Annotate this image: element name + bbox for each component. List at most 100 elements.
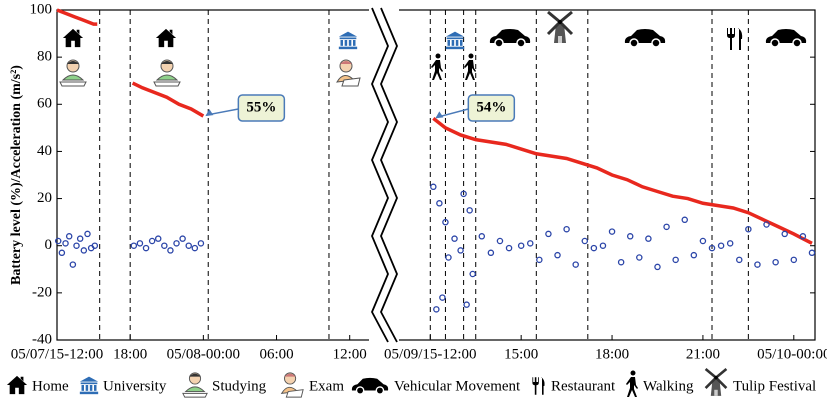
acceleration-point <box>505 244 513 252</box>
acceleration-point <box>599 242 607 249</box>
university-icon <box>445 31 465 50</box>
x-tick-label: 18:00 <box>595 346 629 362</box>
legend-label: University <box>103 378 167 394</box>
acceleration-point <box>536 256 543 264</box>
x-tick-label: 05/09/15-12:00 <box>384 346 477 362</box>
x-tick-label: 05/10-00:00 <box>757 346 827 362</box>
acceleration-point <box>191 244 199 252</box>
legend-label: Home <box>32 378 69 394</box>
legend-label: Studying <box>212 378 267 394</box>
car-icon <box>765 28 807 48</box>
plot-area: -40 -20 0 20 40 60 80 100 05/07/15-12:00 18:00 05/… <box>11 1 827 362</box>
legend-icon <box>79 376 99 395</box>
acceleration-point <box>65 233 73 240</box>
event-icons <box>59 10 807 87</box>
university-icon <box>338 31 358 50</box>
acceleration-point <box>54 237 62 245</box>
acceleration-point <box>772 258 779 266</box>
acceleration-point <box>654 263 661 271</box>
acceleration-point <box>681 216 688 224</box>
legend-label: Vehicular Movement <box>394 378 521 394</box>
acceleration-point <box>154 235 162 242</box>
acceleration-point <box>478 233 486 240</box>
legend-icon <box>6 375 28 395</box>
legend-label: Exam <box>309 378 344 394</box>
acceleration-point <box>148 237 156 245</box>
battery-line <box>432 117 813 245</box>
y-axis-label: Battery level (%)/Acceleration (m/s²) <box>9 65 24 285</box>
acceleration-point <box>754 261 761 268</box>
plot-frame <box>56 9 816 341</box>
acceleration-point <box>58 249 66 257</box>
arrow-head <box>205 109 214 117</box>
home-icon <box>155 28 177 48</box>
acceleration-point <box>142 244 150 252</box>
y-tick-label: -40 <box>32 331 52 347</box>
acceleration-point <box>763 221 770 228</box>
y-tick-label: 20 <box>37 190 52 206</box>
acceleration-point <box>708 244 716 252</box>
windmill-icon <box>546 10 574 44</box>
y-tick-label: 100 <box>30 1 53 17</box>
acceleration-point <box>433 306 440 313</box>
acceleration-point <box>457 247 464 254</box>
acceleration-point <box>91 242 99 249</box>
acceleration-point <box>197 240 205 247</box>
acceleration-point <box>736 256 743 264</box>
acceleration-point <box>84 230 91 238</box>
y-tick-label: 80 <box>37 49 52 65</box>
acceleration-point <box>161 242 168 249</box>
acceleration-point <box>69 261 77 268</box>
annotation-label: 54% <box>476 99 506 115</box>
acceleration-point <box>699 237 707 245</box>
axis-break-gap <box>369 8 399 342</box>
axis-break <box>371 7 389 343</box>
x-tick-label: 12:00 <box>333 346 367 362</box>
acceleration-point <box>572 261 579 268</box>
acceleration-point <box>545 230 552 238</box>
legend-icon <box>281 372 304 398</box>
axis-break <box>380 7 398 343</box>
annotation-box <box>237 94 286 122</box>
annotation-box <box>467 94 516 122</box>
home-icon <box>62 28 84 48</box>
x-tick-label: 21:00 <box>686 346 720 362</box>
acceleration-point <box>617 258 625 266</box>
y-tick-label: 40 <box>37 143 52 159</box>
acceleration-point <box>430 183 437 191</box>
acceleration-point <box>790 256 798 264</box>
acceleration-point <box>563 225 570 233</box>
acceleration-point <box>436 200 443 207</box>
acceleration-point <box>527 240 534 247</box>
x-tick-label: 05/07/15-12:00 <box>11 346 104 362</box>
x-tick-label: 15:00 <box>504 346 538 362</box>
acceleration-point <box>608 228 616 235</box>
acceleration-point <box>581 237 589 245</box>
walking-icon <box>464 53 476 80</box>
acceleration-point <box>663 223 670 231</box>
car-icon <box>489 28 531 48</box>
acceleration-point <box>442 218 449 226</box>
acceleration-point <box>469 270 476 278</box>
acceleration-point <box>799 233 807 240</box>
acceleration-point <box>672 256 679 264</box>
acceleration-point <box>460 190 467 198</box>
acceleration-point <box>487 249 495 257</box>
legend-icon <box>351 377 389 395</box>
acceleration-point <box>645 235 652 242</box>
studying-icon <box>59 59 87 87</box>
legend-icon <box>626 370 638 397</box>
legend-icon <box>182 372 208 398</box>
acceleration-point <box>496 237 504 245</box>
y-tick-label: 60 <box>37 96 52 112</box>
y-tick-label: 0 <box>45 237 53 253</box>
battery-line <box>56 8 205 118</box>
acceleration-point <box>808 249 816 257</box>
acceleration-point <box>636 254 643 261</box>
legend: Home University Studying Exam Vehicular … <box>6 367 816 398</box>
acceleration-point <box>445 254 452 261</box>
acceleration-point <box>745 225 752 233</box>
acceleration-point <box>130 242 138 249</box>
acceleration-point <box>62 240 69 247</box>
